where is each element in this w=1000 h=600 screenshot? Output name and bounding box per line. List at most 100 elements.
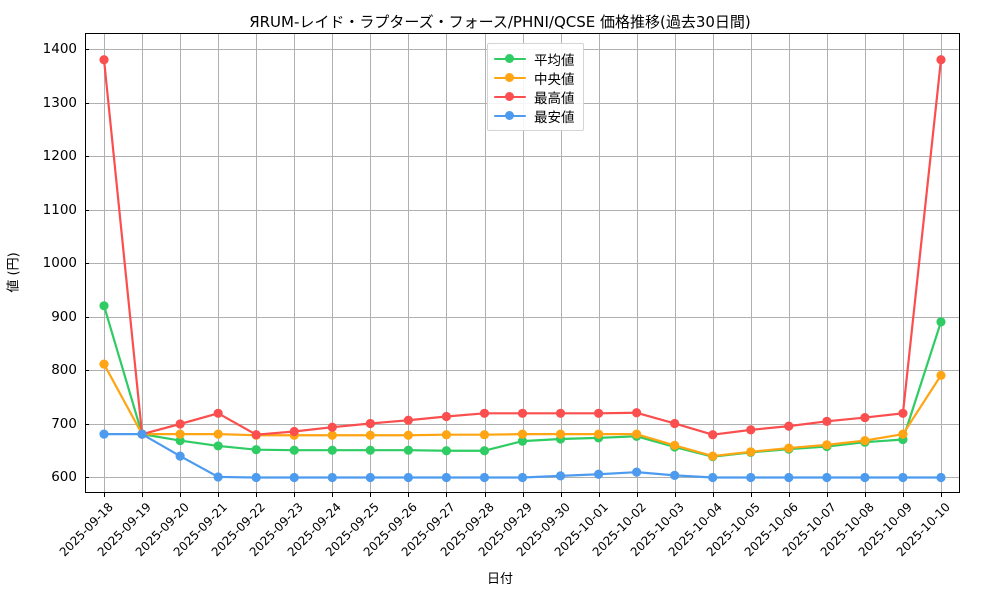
legend-label: 最高値 xyxy=(534,90,575,107)
data-point-marker xyxy=(403,472,413,483)
data-point-marker xyxy=(860,412,870,423)
data-point-marker xyxy=(593,429,604,439)
x-tick-mark xyxy=(370,493,372,497)
legend-item-1[interactable]: 中央値 xyxy=(494,68,575,88)
data-point-marker xyxy=(441,446,452,456)
legend-label: 平均値 xyxy=(534,52,575,69)
data-point-marker xyxy=(517,408,528,418)
data-point-marker xyxy=(213,472,223,482)
data-point-marker xyxy=(670,418,680,429)
data-point-marker xyxy=(441,430,452,440)
y-tick-label: 1300 xyxy=(42,94,77,111)
chart-title: ЯRUM-レイド・ラプターズ・フォース/PHNI/QCSE 価格推移(過去30日… xyxy=(249,13,751,31)
series-2 xyxy=(99,55,946,440)
legend-item-2[interactable]: 最高値 xyxy=(494,87,575,107)
legend-item-3[interactable]: 最安値 xyxy=(494,106,575,126)
x-tick-mark xyxy=(446,493,448,497)
x-tick-mark xyxy=(826,493,828,497)
gridline-vertical xyxy=(256,33,258,493)
y-tick-mark xyxy=(85,316,89,318)
gridline-vertical xyxy=(674,33,676,493)
data-point-marker xyxy=(403,445,413,455)
data-point-marker xyxy=(632,429,642,439)
data-point-marker xyxy=(746,425,756,435)
y-tick-mark xyxy=(85,156,89,157)
gridline-vertical xyxy=(636,33,638,493)
gridline-vertical xyxy=(332,33,334,493)
x-tick-mark xyxy=(941,493,942,497)
y-tick-mark xyxy=(85,49,89,50)
gridline-vertical xyxy=(560,33,562,493)
data-point-marker xyxy=(822,416,832,426)
data-point-marker xyxy=(213,408,223,418)
gridline-vertical xyxy=(218,33,220,493)
data-point-marker xyxy=(365,430,375,440)
y-axis-title: 値 (円) xyxy=(6,252,22,293)
legend-swatch-icon xyxy=(494,90,526,104)
legend-item-0[interactable]: 平均値 xyxy=(494,49,575,69)
data-point-marker xyxy=(936,317,946,327)
x-tick-mark xyxy=(674,493,676,497)
data-point-marker xyxy=(441,411,452,422)
y-tick-mark xyxy=(85,477,89,478)
data-point-marker xyxy=(327,472,337,483)
data-point-marker xyxy=(708,472,718,483)
gridline-vertical xyxy=(941,33,942,493)
y-tick-label: 1200 xyxy=(42,148,77,164)
x-tick-mark xyxy=(142,493,144,497)
data-point-marker xyxy=(784,443,794,453)
data-point-marker xyxy=(936,472,946,483)
data-point-marker xyxy=(403,415,413,425)
x-tick-mark xyxy=(636,493,638,497)
gridline-vertical xyxy=(142,33,144,493)
y-tick-label: 1100 xyxy=(42,201,77,218)
data-point-marker xyxy=(555,471,566,481)
data-point-marker xyxy=(403,430,413,440)
legend-label: 最安値 xyxy=(534,109,575,126)
x-tick-mark xyxy=(256,493,258,497)
chart-legend: 平均値 中央値最高値最安値 xyxy=(487,43,584,131)
gridline-vertical xyxy=(370,33,372,493)
data-point-marker xyxy=(517,429,528,439)
gridline-vertical xyxy=(864,33,866,493)
y-tick-label: 600 xyxy=(51,469,77,485)
data-point-marker xyxy=(99,429,109,439)
data-series-layer xyxy=(99,55,946,483)
data-point-marker xyxy=(517,472,528,483)
data-point-marker xyxy=(251,472,261,483)
data-point-marker xyxy=(99,359,109,369)
data-point-marker xyxy=(327,430,337,440)
gridline-vertical xyxy=(598,33,600,493)
gridline-vertical xyxy=(484,33,486,493)
y-tick-label: 700 xyxy=(51,415,77,432)
x-tick-mark xyxy=(598,493,600,497)
y-tick-mark xyxy=(85,263,89,264)
data-point-marker xyxy=(936,370,946,380)
data-point-marker xyxy=(898,429,908,439)
x-tick-mark xyxy=(484,493,486,497)
x-tick-mark xyxy=(294,493,296,497)
x-tick-mark xyxy=(218,493,220,497)
x-axis-title: 日付 xyxy=(486,572,513,587)
data-point-marker xyxy=(251,445,261,455)
y-tick-mark xyxy=(85,370,89,371)
data-point-marker xyxy=(479,430,490,440)
x-tick-mark xyxy=(180,493,182,497)
data-point-marker xyxy=(822,440,832,450)
gridline-vertical xyxy=(826,33,828,493)
y-tick-mark xyxy=(85,102,89,104)
gridline-vertical xyxy=(902,33,904,493)
data-point-marker xyxy=(593,408,604,418)
y-tick-mark xyxy=(85,209,89,211)
data-point-marker xyxy=(593,469,604,479)
data-point-marker xyxy=(479,446,490,456)
data-point-marker xyxy=(822,472,832,483)
gridline-vertical xyxy=(788,33,790,493)
data-point-marker xyxy=(175,435,185,446)
data-point-marker xyxy=(479,472,490,483)
data-point-marker xyxy=(289,472,299,483)
data-point-marker xyxy=(670,440,680,450)
x-tick-mark xyxy=(332,493,334,497)
gridline-vertical xyxy=(750,33,752,493)
